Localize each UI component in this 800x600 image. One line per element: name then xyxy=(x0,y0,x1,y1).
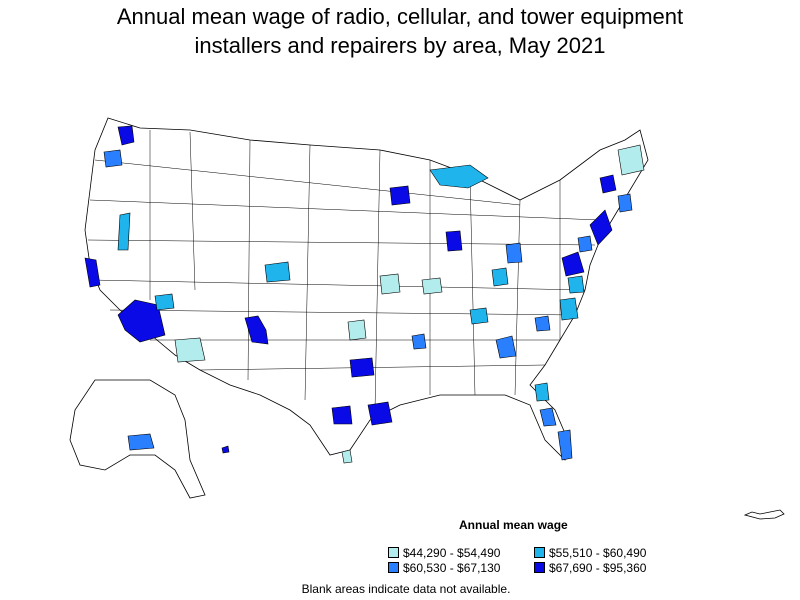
area-st-louis xyxy=(411,333,427,350)
legend-swatch-2 xyxy=(534,547,545,558)
area-hawaii-county xyxy=(221,445,230,454)
area-maine xyxy=(617,144,645,176)
area-wichita xyxy=(379,273,401,295)
area-tulsa xyxy=(347,319,367,341)
legend-label-3: $60,530 - $67,130 xyxy=(403,561,501,575)
area-philadelphia xyxy=(577,235,593,253)
us-wage-map xyxy=(69,117,785,520)
area-portland xyxy=(103,149,123,168)
area-detroit xyxy=(505,242,523,264)
area-phoenix xyxy=(117,299,166,343)
area-raleigh xyxy=(559,297,579,321)
area-boston xyxy=(599,174,617,194)
area-charlotte xyxy=(534,315,551,332)
area-hartford xyxy=(617,193,633,213)
legend-item-2: $55,510 - $60,490 xyxy=(534,547,646,560)
legend-label-4: $67,690 - $95,360 xyxy=(549,561,647,575)
area-new-york xyxy=(589,209,613,246)
area-miami xyxy=(557,429,573,461)
legend-item-1: $44,290 - $54,490 xyxy=(388,547,500,560)
area-albuquerque xyxy=(244,315,269,345)
area-richmond xyxy=(567,275,585,294)
legend-label-2: $55,510 - $60,490 xyxy=(549,546,647,560)
area-denver xyxy=(264,261,291,283)
area-el-paso xyxy=(341,449,353,464)
area-jacksonville xyxy=(534,382,550,402)
area-seattle xyxy=(117,125,135,146)
hawaii-outline xyxy=(743,509,785,520)
legend-swatch-4 xyxy=(534,562,545,573)
area-upper-michigan xyxy=(429,164,489,189)
area-anchorage xyxy=(127,433,155,451)
map-title-line-2: installers and repairers by area, May 20… xyxy=(194,33,606,58)
area-flagstaff xyxy=(154,293,175,311)
map-title-line-1: Annual mean wage of radio, cellular, and… xyxy=(116,4,684,29)
legend-item-3: $60,530 - $67,130 xyxy=(388,562,500,575)
legend-label-1: $44,290 - $54,490 xyxy=(403,546,501,560)
area-columbus xyxy=(491,267,509,287)
area-houston xyxy=(367,401,393,426)
area-dc xyxy=(561,251,585,277)
area-reno xyxy=(117,212,131,251)
area-austin xyxy=(331,405,353,425)
area-kansas-city xyxy=(421,277,443,295)
area-san-francisco xyxy=(84,257,101,288)
area-atlanta xyxy=(495,335,517,359)
area-dallas xyxy=(349,357,375,378)
legend-swatch-1 xyxy=(388,547,399,558)
map-title: Annual mean wage of radio, cellular, and… xyxy=(0,2,800,60)
legend-title: Annual mean wage xyxy=(459,518,568,532)
area-tucson xyxy=(174,337,206,363)
blank-areas-note: Blank areas indicate data not available. xyxy=(301,582,511,596)
area-tampa xyxy=(539,407,557,427)
legend-item-4: $67,690 - $95,360 xyxy=(534,562,646,575)
legend-swatch-3 xyxy=(388,562,399,573)
area-chicago xyxy=(445,230,463,252)
area-nashville xyxy=(469,307,489,325)
area-minneapolis xyxy=(389,185,411,206)
